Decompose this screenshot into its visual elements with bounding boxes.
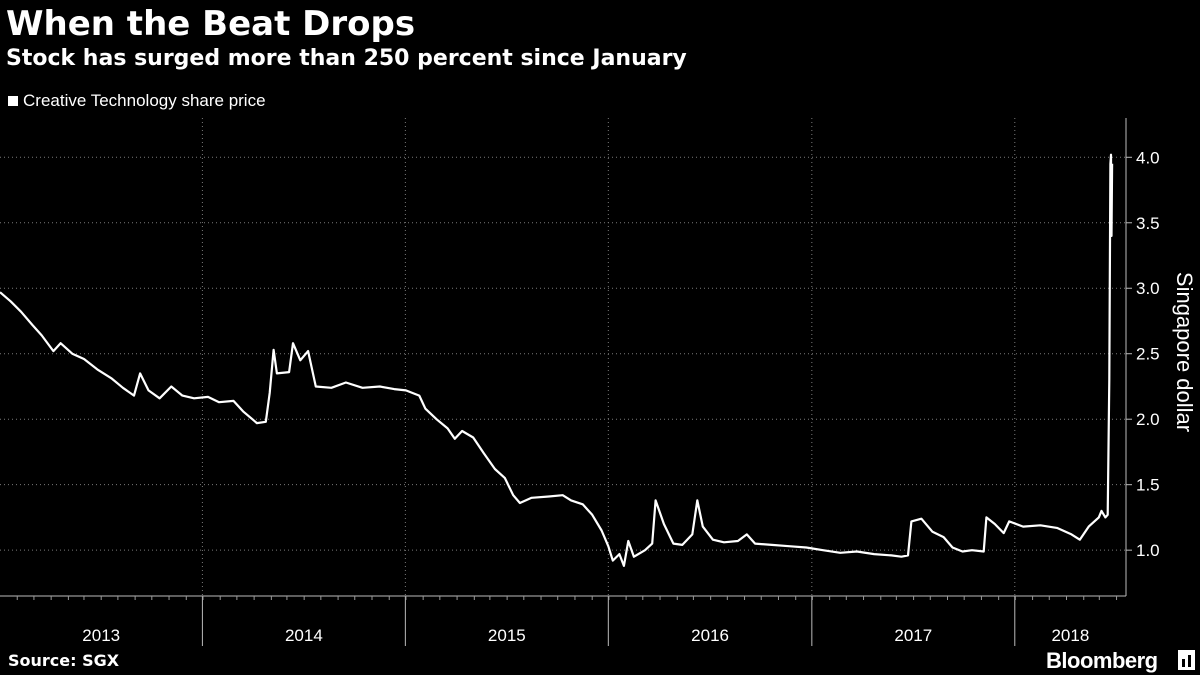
y-tick-label: 2.5: [1136, 345, 1160, 364]
x-tick-label: 2014: [285, 626, 323, 645]
bloomberg-chart-icon: [1178, 650, 1195, 670]
y-tick-label: 3.5: [1136, 214, 1160, 233]
price-series-line: [0, 153, 1114, 567]
y-tick-label: 1.0: [1136, 541, 1160, 560]
source-note: Source: SGX: [8, 651, 120, 670]
y-tick-label: 4.0: [1136, 148, 1160, 167]
x-tick-label: 2018: [1051, 626, 1089, 645]
y-tick-label: 1.5: [1136, 476, 1160, 495]
axis-layer: 1.0 1.5 2.0 2.5 3.0 3.5 4.0 2013 2014 2015 2016 201…: [0, 118, 1197, 646]
y-tick-label: 3.0: [1136, 279, 1160, 298]
y-tick-label: 2.0: [1136, 410, 1160, 429]
grid-layer: [0, 118, 1126, 596]
x-tick-label: 2017: [894, 626, 932, 645]
legend: Creative Technology share price: [8, 90, 266, 112]
x-tick-label: 2013: [82, 626, 120, 645]
series-layer: [0, 153, 1114, 567]
chart-subtitle: Stock has surged more than 250 percent s…: [6, 46, 687, 71]
bloomberg-logo: Bloomberg: [1046, 648, 1158, 673]
legend-swatch: [8, 96, 18, 106]
chart-title: When the Beat Drops: [6, 4, 416, 44]
x-tick-label: 2016: [691, 626, 729, 645]
legend-label: Creative Technology share price: [23, 91, 266, 110]
y-axis-title: Singapore dollar: [1172, 272, 1197, 432]
x-tick-label: 2015: [488, 626, 526, 645]
